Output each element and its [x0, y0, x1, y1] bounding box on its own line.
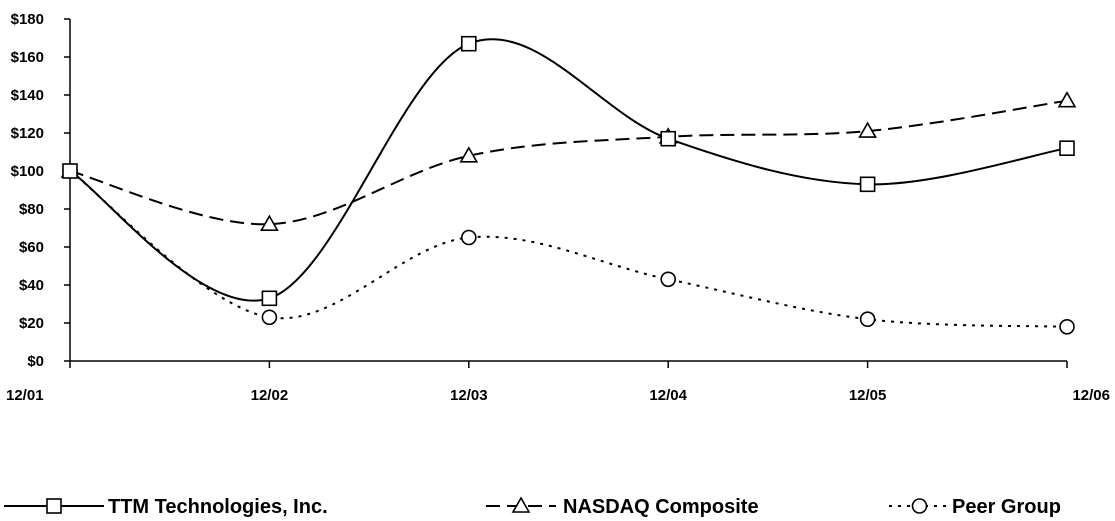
circle-series-line	[69, 170, 1068, 328]
triangle-point	[1057, 91, 1077, 108]
y-tick-label: $140	[11, 87, 44, 104]
legend: TTM Technologies, Inc. NASDAQ Composite Pe…	[4, 496, 1061, 518]
square-point	[261, 290, 278, 307]
legend-circle-marker	[911, 498, 928, 514]
triangle-series	[60, 91, 1077, 231]
x-axis-ticks: 12/01 12/02 12/03 12/04 12/05 12/06	[6, 361, 1110, 404]
y-tick-label: $80	[19, 201, 44, 218]
y-tick-label: $20	[19, 315, 44, 332]
y-tick-label: $0	[27, 353, 44, 370]
square-series	[62, 35, 1075, 307]
circle-point	[1059, 318, 1075, 335]
square-point	[660, 130, 677, 147]
square-point	[1059, 140, 1075, 156]
legend-item: Peer Group	[889, 496, 1061, 518]
square-point	[460, 35, 477, 52]
square-point	[859, 176, 876, 193]
legend-label: Peer Group	[952, 496, 1061, 518]
x-tick-label: 12/02	[251, 387, 289, 404]
y-tick-label: $100	[11, 163, 44, 180]
y-tick-label: $120	[11, 125, 44, 142]
circle-point	[460, 229, 477, 246]
legend-item: TTM Technologies, Inc.	[4, 496, 328, 518]
circle-point	[261, 309, 278, 326]
x-tick-label: 12/03	[450, 387, 488, 404]
circle-point	[660, 271, 677, 288]
x-tick-label: 12/04	[649, 387, 687, 404]
square-series-line	[69, 38, 1068, 302]
triangle-point	[260, 214, 279, 231]
y-tick-label: $60	[19, 239, 44, 256]
legend-triangle-marker	[511, 496, 531, 513]
y-tick-label: $40	[19, 277, 44, 294]
y-tick-label: $160	[11, 49, 44, 66]
legend-square-marker	[46, 498, 62, 514]
y-axis-ticks: $0 $20 $40 $60 $80 $100 $120 $140 $160 $180	[11, 11, 70, 370]
triangle-point	[858, 121, 877, 138]
x-tick-label: 12/05	[849, 387, 887, 404]
square-point	[62, 163, 78, 179]
legend-label: NASDAQ Composite	[563, 496, 759, 518]
axes	[69, 19, 1067, 362]
y-tick-label: $180	[11, 11, 44, 28]
series-group	[60, 35, 1077, 335]
legend-item: NASDAQ Composite	[486, 496, 759, 518]
legend-label: TTM Technologies, Inc.	[108, 496, 328, 518]
x-tick-label: 12/06	[1072, 387, 1110, 404]
circle-series	[62, 163, 1075, 335]
circle-point	[859, 311, 876, 328]
triangle-series-line	[69, 99, 1068, 226]
x-tick-label: 12/01	[6, 387, 44, 404]
triangle-point	[459, 146, 479, 163]
